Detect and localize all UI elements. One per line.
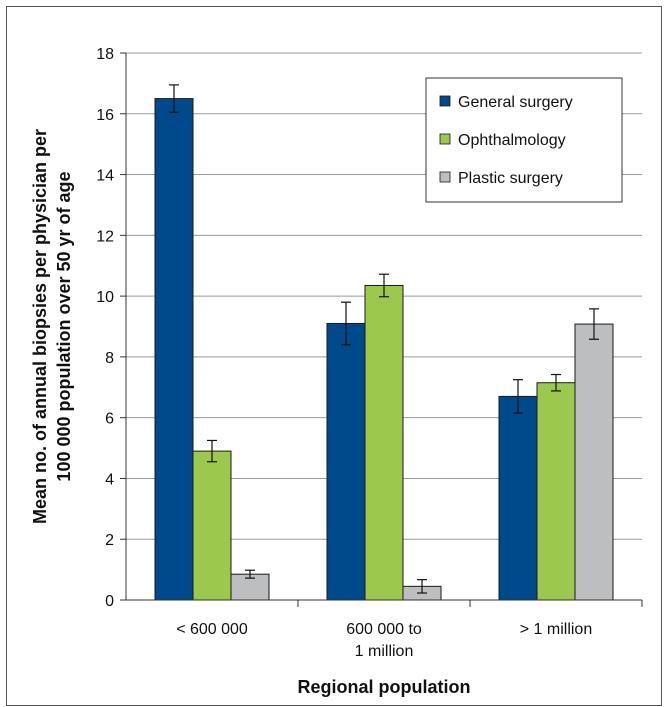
y-tick-label: 16 [96,107,114,124]
bar [536,382,576,601]
x-axis-title: Regional population [298,677,471,697]
legend-swatch [439,133,451,145]
bar [154,98,194,601]
legend-label: Plastic surgery [458,170,563,187]
legend: General surgery Ophthalmology Plastic surg… [425,77,623,203]
axes [120,52,643,607]
x-category-label: < 600 000 [176,621,248,638]
y-axis-title: Mean no. of annual biopsies per physicia… [30,129,50,524]
error-bars [169,84,599,594]
bar [364,284,404,601]
bar [574,323,614,601]
bars [154,98,614,601]
y-tick-label: 10 [96,289,114,306]
legend-box [425,77,623,203]
x-category-label: > 1 million [520,621,592,638]
labels: 0 2 4 6 8 10 12 14 16 18 < 600 000 600 000 to 1 mill… [30,46,592,697]
y-tick-label: 18 [96,46,114,63]
bar [326,322,366,601]
y-tick-label: 8 [105,350,114,367]
chart-frame [6,6,662,706]
legend-swatch [439,95,451,107]
y-tick-label: 6 [105,411,114,428]
x-category-label: 600 000 to [346,621,422,638]
legend-label: Ophthalmology [458,132,566,149]
y-tick-label: 0 [105,593,114,610]
y-tick-label: 4 [105,471,114,488]
bar [498,395,538,601]
y-tick-label: 2 [105,532,114,549]
legend-swatch [439,171,451,183]
y-tick-label: 12 [96,228,114,245]
y-tick-label: 14 [96,168,114,185]
legend-label: General surgery [458,94,573,111]
x-category-label: 1 million [355,643,414,660]
bar [192,450,232,601]
y-axis-title: 100 000 population over 50 yr of age [54,171,74,481]
